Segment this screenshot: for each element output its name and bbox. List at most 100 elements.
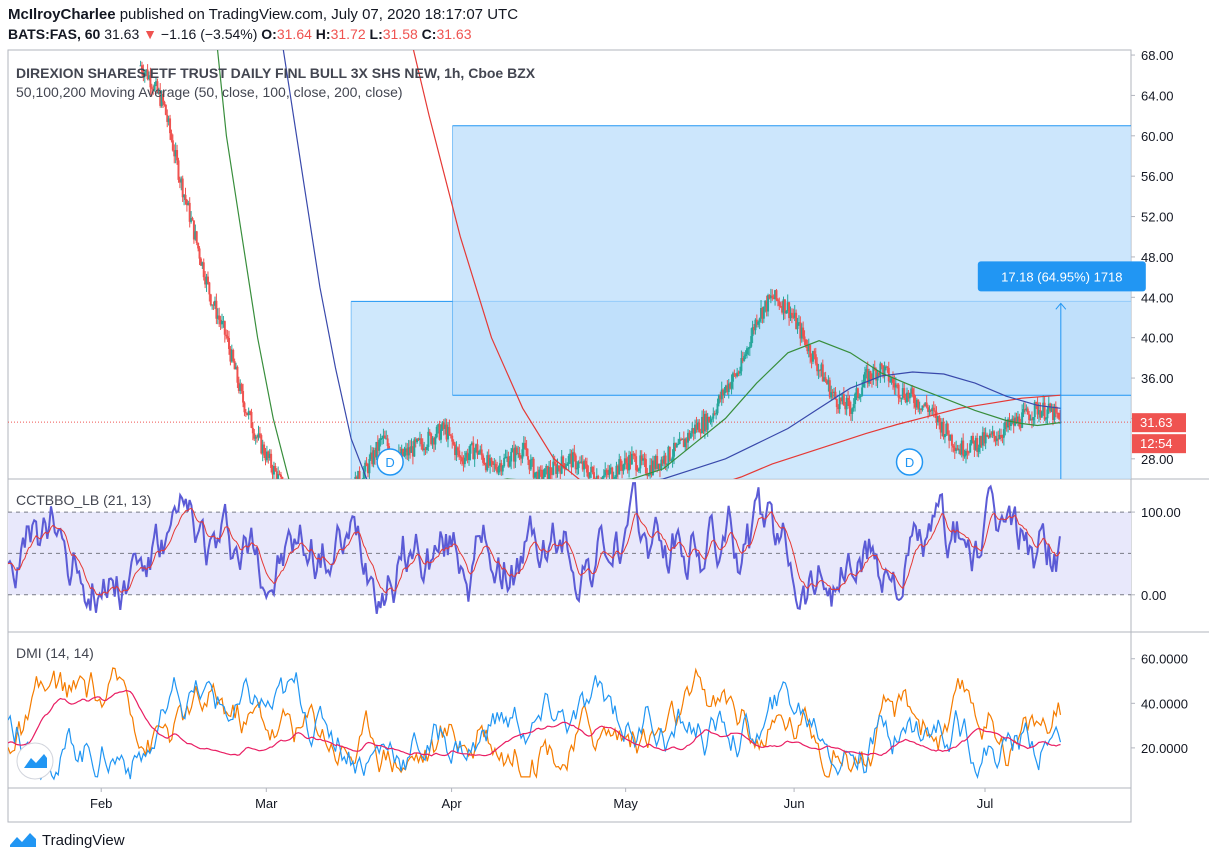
candle-body	[869, 371, 872, 379]
candle-body	[584, 460, 587, 465]
candle-body	[970, 435, 973, 444]
candle-body	[198, 248, 201, 259]
candle-body	[608, 469, 611, 475]
cct-line	[8, 482, 1061, 614]
candle-body	[891, 378, 894, 383]
candle-body	[195, 231, 198, 243]
candle-body	[957, 449, 960, 451]
candle-body	[209, 294, 212, 305]
candle-body	[948, 434, 951, 441]
author-name[interactable]: McIlroyCharlee	[8, 6, 116, 23]
candle-body	[578, 462, 581, 464]
candle-body	[264, 455, 267, 461]
candle-body	[594, 480, 596, 484]
candle-body	[183, 194, 186, 198]
candle-body	[771, 295, 774, 298]
candle-body	[534, 472, 537, 478]
candle-body	[473, 450, 476, 460]
candle-body	[190, 218, 193, 222]
chart-canvas[interactable]: 17.18 (64.95%) 1718 D D DIREXION SHARES ETF…	[0, 0, 1209, 825]
candle-body	[562, 456, 565, 464]
candle-body	[667, 446, 670, 464]
candle-body	[235, 366, 238, 370]
candle-body	[837, 407, 840, 410]
candle-body	[1030, 418, 1033, 421]
candle-body	[364, 462, 367, 472]
candle-body	[890, 378, 893, 382]
candle-body	[281, 476, 284, 479]
candle-body	[418, 438, 421, 441]
candle-body	[590, 466, 593, 473]
candle-body	[692, 428, 695, 434]
candle-body	[724, 385, 727, 391]
candle-body	[1042, 402, 1045, 412]
candle-body	[789, 312, 792, 319]
candle-body	[461, 457, 464, 462]
candle-body	[145, 69, 148, 73]
candle-body	[456, 447, 459, 451]
candle-body	[371, 452, 374, 465]
candle-body	[997, 438, 1000, 440]
candle-body	[964, 450, 967, 456]
candle-body	[856, 388, 859, 398]
candle-body	[939, 422, 942, 433]
candle-body	[636, 470, 639, 472]
candle-body	[751, 327, 754, 337]
candle-body	[187, 202, 190, 206]
candle-body	[955, 448, 958, 451]
candle-body	[956, 448, 959, 451]
candle-body	[1057, 412, 1060, 418]
candle-body	[1033, 402, 1036, 418]
candle-body	[169, 118, 172, 134]
candle-body	[355, 476, 358, 479]
candle-body	[541, 470, 544, 479]
candle-body	[225, 334, 228, 337]
tradingview-footer[interactable]: TradingView	[8, 831, 125, 849]
candle-body	[1011, 418, 1014, 423]
candle-body	[339, 496, 341, 510]
candle-body	[804, 339, 807, 347]
candle-body	[616, 465, 619, 475]
candle-body	[929, 409, 932, 412]
candle-body	[470, 442, 473, 445]
candle-body	[810, 357, 813, 362]
candle-body	[164, 104, 167, 115]
candle-body	[698, 422, 701, 433]
down-arrow-icon: ▼	[143, 26, 157, 42]
candle-body	[439, 429, 442, 440]
candle-body	[921, 405, 924, 411]
candle-body	[677, 444, 680, 446]
candle-body	[597, 476, 600, 479]
candle-body	[942, 421, 945, 438]
candle-body	[503, 457, 506, 467]
candle-body	[796, 322, 799, 330]
candle-body	[959, 449, 962, 455]
candle-body	[219, 319, 222, 325]
candle-body	[696, 422, 699, 430]
candle-body	[569, 453, 572, 457]
candle-body	[159, 90, 162, 106]
candle-body	[226, 336, 229, 338]
candle-body	[833, 391, 836, 393]
candle-body	[353, 489, 355, 492]
candle-body	[407, 447, 410, 456]
candle-body	[682, 438, 685, 448]
low-value: 31.58	[382, 26, 418, 42]
candle-body	[681, 438, 684, 440]
candle-body	[753, 327, 756, 331]
candle-body	[705, 413, 708, 430]
candle-body	[734, 374, 737, 377]
candle-body	[781, 306, 784, 313]
ma50-line	[216, 50, 1061, 479]
candle-body	[194, 231, 197, 240]
candle-body	[702, 416, 705, 432]
candle-body	[737, 372, 740, 374]
candle-body	[830, 391, 833, 398]
candle-body	[383, 435, 386, 439]
candle-body	[649, 465, 652, 476]
candle-body	[446, 427, 449, 440]
candle-body	[468, 453, 471, 461]
candle-body	[938, 416, 941, 423]
candle-body	[602, 475, 605, 478]
time-tick-label: May	[613, 796, 638, 811]
